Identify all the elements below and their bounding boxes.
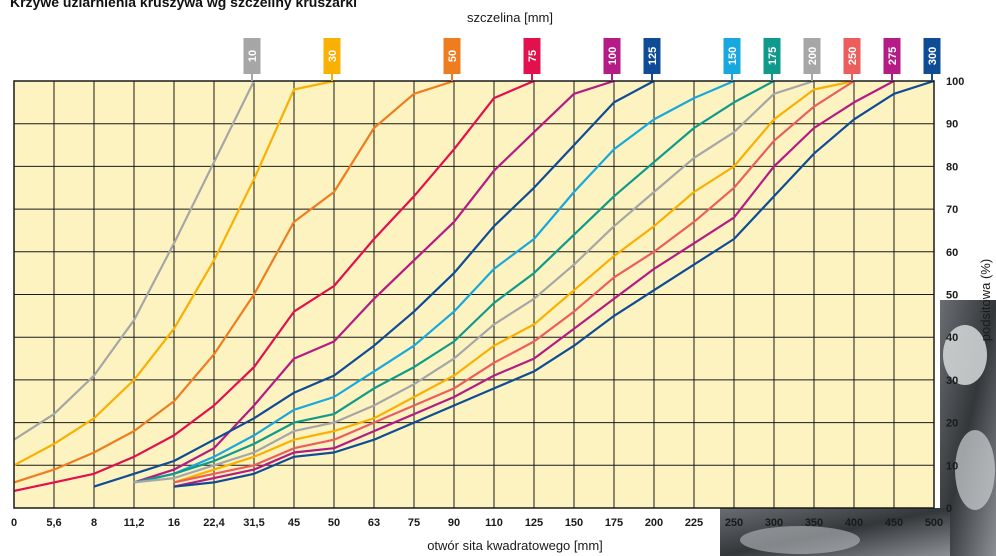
y-tick-label: 10	[946, 460, 958, 472]
x-tick-label: 175	[605, 517, 623, 529]
x-tick-label: 225	[685, 517, 703, 529]
series-tag-75	[523, 38, 541, 74]
series-tag-100	[603, 38, 621, 74]
y-axis-label: podsitowa (%)	[978, 259, 993, 341]
x-tick-label: 400	[845, 517, 863, 529]
series-tag-label: 10	[247, 50, 259, 62]
series-tag-175	[763, 38, 781, 74]
x-tick-label: 450	[885, 517, 903, 529]
x-tick-label: 16	[168, 517, 180, 529]
series-line-275	[173, 80, 895, 488]
series-line-200	[133, 79, 815, 484]
x-tick-label: 50	[328, 517, 340, 529]
x-tick-label: 250	[725, 517, 743, 529]
y-tick-label: 80	[946, 161, 958, 173]
series-line-150	[133, 79, 735, 484]
series-line-175	[133, 80, 775, 484]
series-tag-label: 100	[607, 47, 619, 65]
background-photo	[720, 300, 996, 556]
series-tag-30	[323, 38, 341, 74]
x-tick-label: 110	[485, 517, 503, 529]
series-tag-300	[923, 38, 941, 74]
x-tick-label: 90	[448, 517, 460, 529]
series-line-10	[13, 80, 255, 441]
series-tag-10	[243, 38, 261, 74]
y-tick-label: 60	[946, 247, 958, 259]
x-tick-label: 300	[765, 517, 783, 529]
series-tag-label: 275	[887, 47, 899, 65]
x-axis-label: otwór sita kwadratowego [mm]	[427, 538, 603, 553]
series-tag-250	[843, 38, 861, 74]
series-tag-50	[443, 38, 461, 74]
y-tick-label: 100	[946, 76, 964, 88]
y-axis-ticks: 0 10 20 30 40 50 60 70 80 90 100	[946, 76, 964, 515]
page-title: Krzywe uziarnienia kruszywa wg szczeliny…	[10, 0, 358, 10]
series-tag-label: 250	[847, 47, 859, 65]
series-tag-label: 300	[927, 47, 939, 65]
series-tag-label: 150	[727, 47, 739, 65]
series-tag-label: 125	[647, 47, 659, 65]
series-line-250	[173, 80, 855, 484]
x-tick-label: 150	[565, 517, 583, 529]
x-tick-label: 350	[805, 517, 823, 529]
series-line-225	[173, 79, 855, 484]
x-top-label: szczelina [mm]	[467, 10, 553, 25]
plot-border	[13, 80, 935, 509]
series-tag-label: 75	[527, 50, 539, 62]
y-tick-label: 0	[946, 503, 952, 515]
x-tick-label: 5,6	[46, 517, 61, 529]
series-line-125	[93, 80, 655, 488]
series-tag-200	[803, 38, 821, 74]
series-line-50	[13, 79, 455, 484]
x-tick-label: 500	[925, 517, 943, 529]
series-tag-125	[643, 38, 661, 74]
series-tag-label: 50	[447, 50, 459, 62]
x-tick-label: 8	[91, 517, 97, 529]
y-tick-label: 40	[946, 332, 958, 344]
series-lines	[13, 79, 935, 492]
series-tag-label: 200	[807, 47, 819, 65]
plot-frame	[13, 80, 935, 509]
y-tick-label: 30	[946, 375, 958, 387]
x-tick-label: 11,2	[124, 517, 145, 529]
series-tag-150	[723, 38, 741, 74]
x-tick-label: 63	[368, 517, 380, 529]
series-tags: 10305075100125150175200225250275300	[243, 38, 941, 81]
y-tick-label: 20	[946, 418, 958, 430]
y-tick-label: 70	[946, 204, 958, 216]
series-line-100	[133, 79, 615, 484]
x-tick-label: 75	[408, 517, 420, 529]
series-line-300	[173, 79, 935, 488]
x-tick-label: 0	[11, 517, 17, 529]
y-tick-label: 90	[946, 119, 958, 131]
y-tick-label: 50	[946, 290, 958, 302]
series-line-30	[13, 79, 335, 467]
series-tag-275	[883, 38, 901, 74]
x-tick-label: 31,5	[243, 517, 264, 529]
x-tick-label: 200	[645, 517, 663, 529]
x-tick-label: 45	[288, 517, 300, 529]
x-tick-label: 125	[525, 517, 543, 529]
series-line-75	[13, 79, 535, 492]
series-tag-label: 175	[767, 47, 779, 65]
x-tick-label: 22,4	[203, 517, 225, 529]
x-axis-ticks: 0 5,6 8 11,2 16 22,4 31,5 45 50 63 75 90 110 125 150 17…	[11, 517, 943, 529]
series-tag-label: 30	[327, 50, 339, 62]
